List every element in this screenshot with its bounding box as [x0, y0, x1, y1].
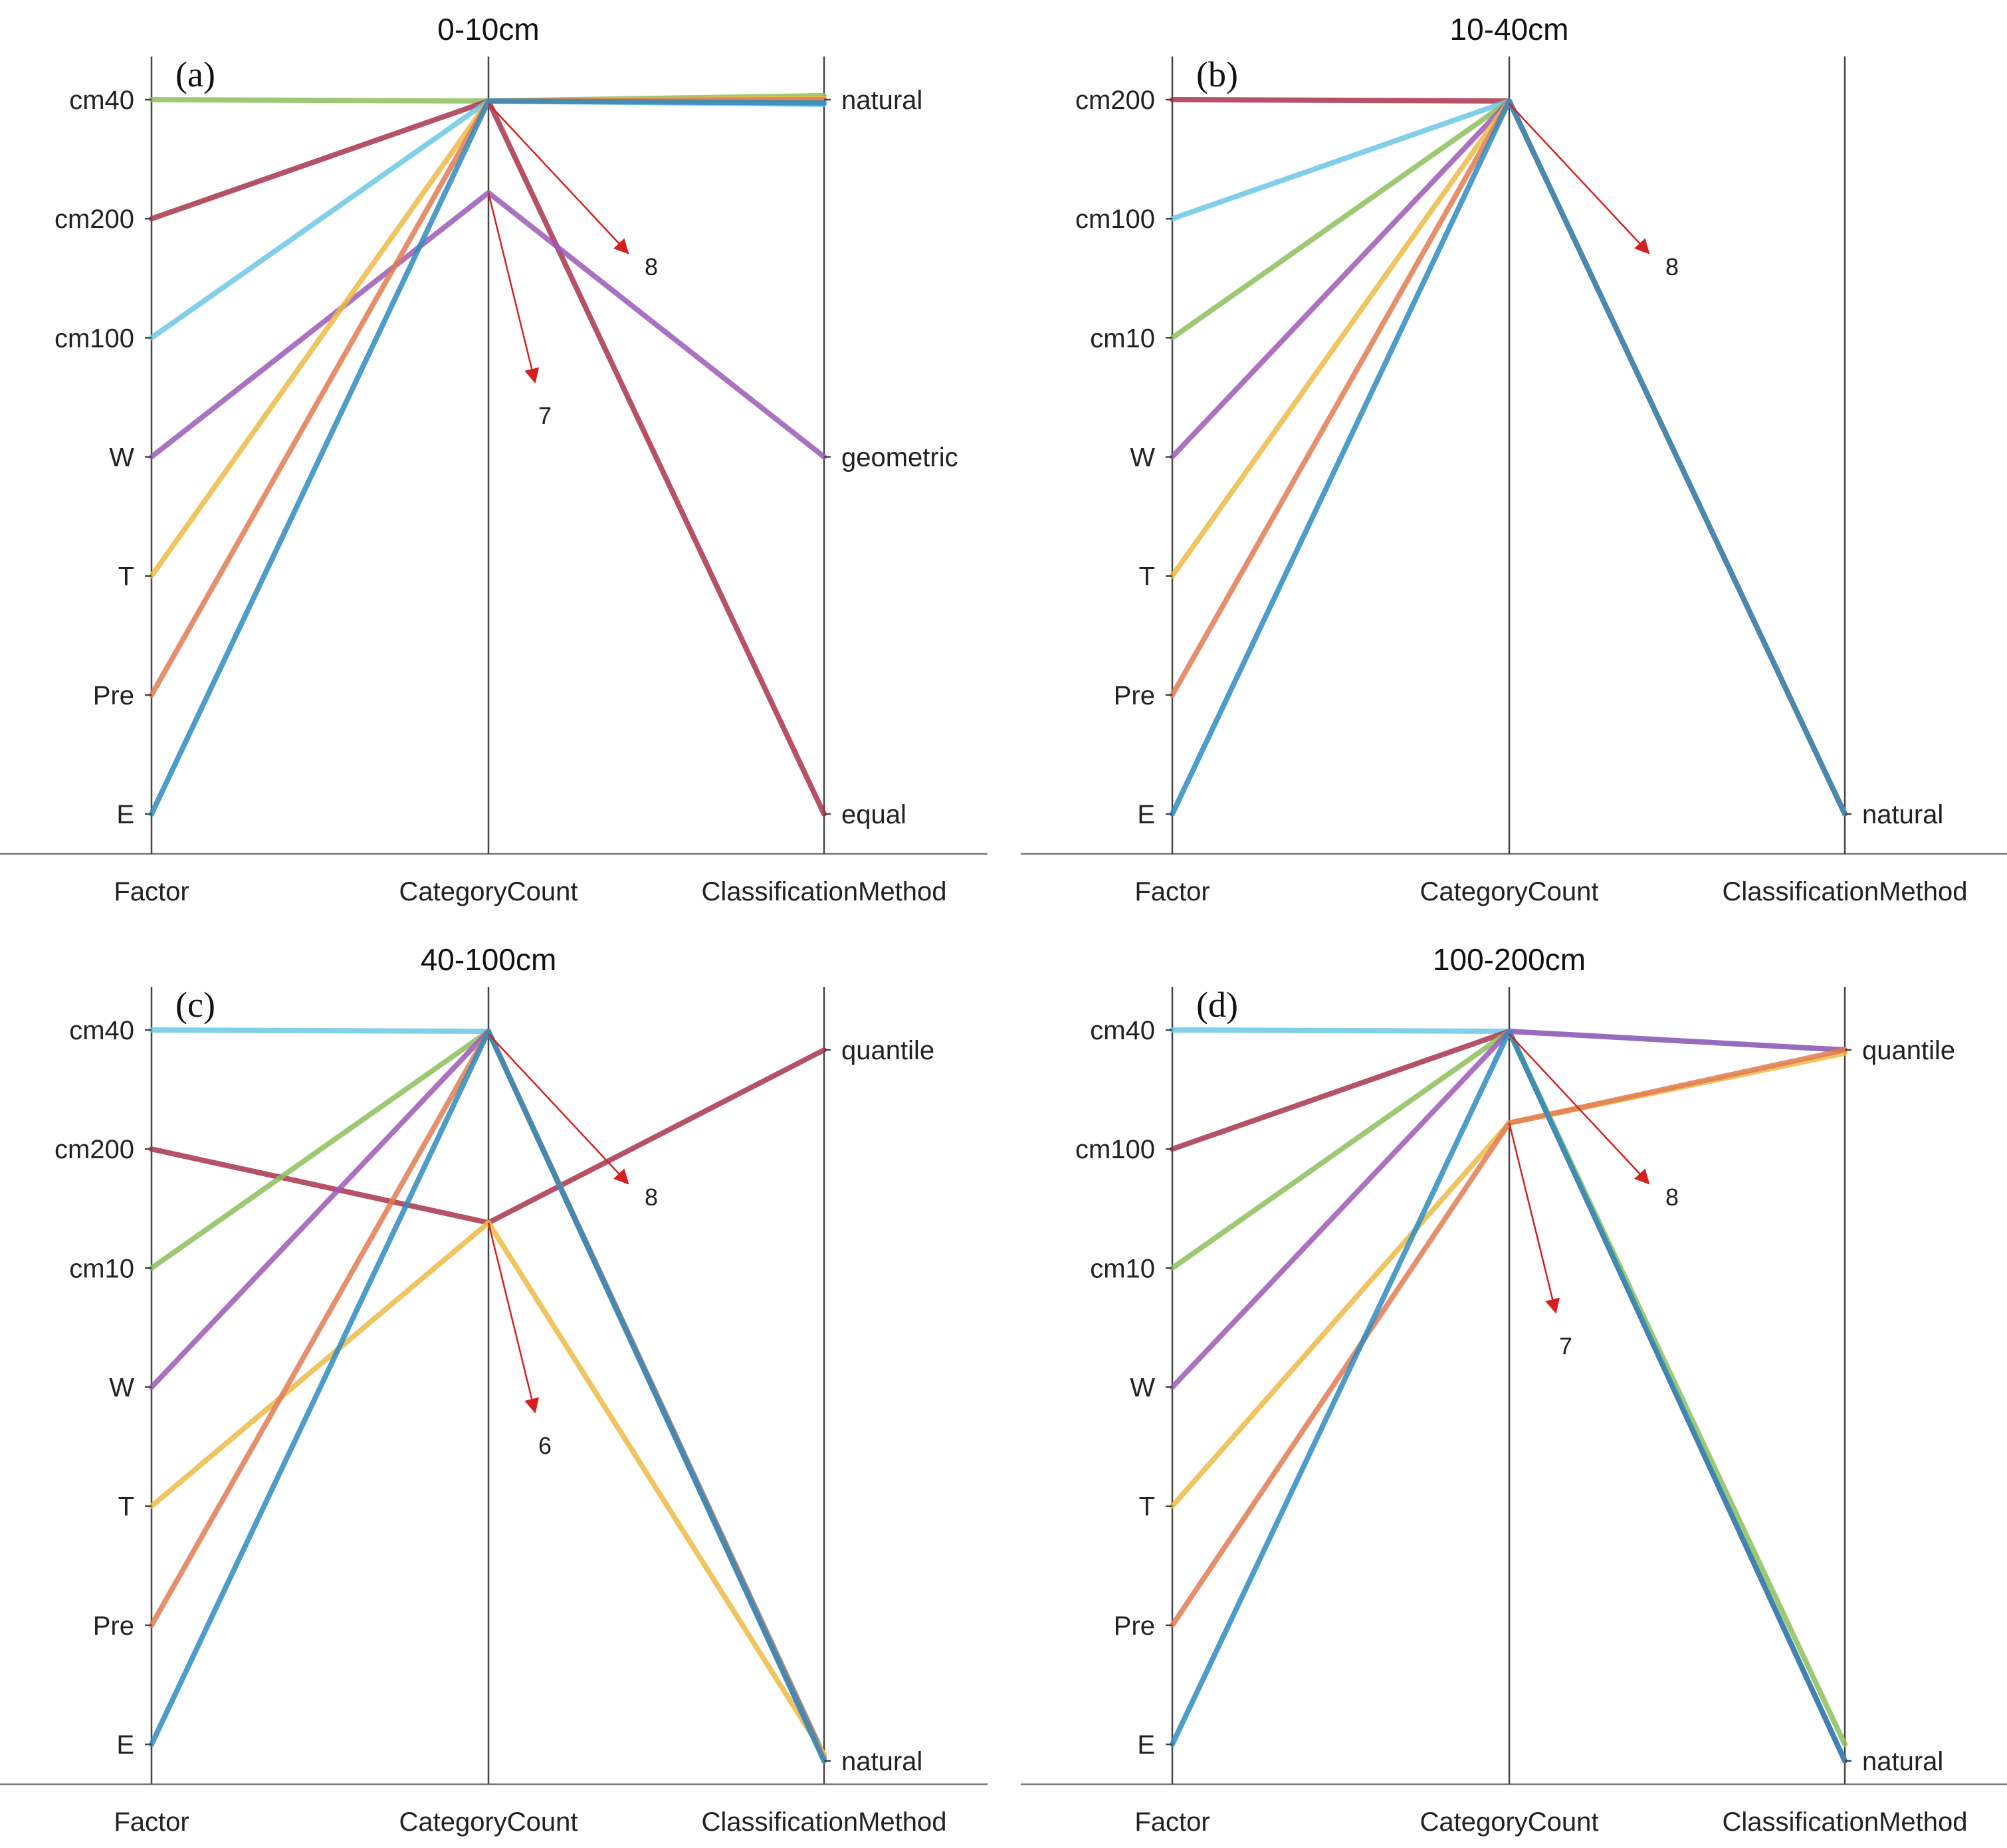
series-line-e: [149, 98, 827, 817]
factor-tick-label: cm40: [69, 86, 134, 115]
annotation-arrow: [487, 192, 540, 384]
factor-tick-label: T: [1139, 562, 1155, 591]
factor-tick-label: cm40: [1090, 1016, 1155, 1045]
method-tick-label: geometric: [841, 443, 958, 472]
factor-tick-label: cm40: [69, 1016, 134, 1045]
axis-name-factor: Factor: [1134, 877, 1210, 906]
annotation-arrow: [1508, 1122, 1560, 1314]
factor-tick-label: cm10: [69, 1254, 134, 1283]
annotation-label: 7: [1559, 1332, 1572, 1360]
factor-tick-label: cm100: [54, 324, 134, 353]
method-tick-label: natural: [1862, 1747, 1943, 1776]
panel-title: 0-10cm: [437, 12, 539, 47]
factor-tick-label: T: [118, 1492, 134, 1522]
annotation-label: 6: [538, 1432, 552, 1459]
panel-title: 10-40cm: [1450, 12, 1569, 47]
series-line-e: [149, 1029, 827, 1764]
factor-tick-label: W: [1130, 1374, 1155, 1403]
axis-name-classificationmethod: ClassificationMethod: [1722, 877, 1967, 906]
panel-b: cm200 cm100 cm10 W T Pre E natural Factor Categor…: [1021, 12, 2007, 906]
annotation-label: 7: [538, 402, 552, 429]
annotation-arrow: [488, 1033, 629, 1185]
factor-tick-label: cm200: [1075, 86, 1155, 115]
factor-tick-label: E: [1137, 800, 1155, 829]
axis-name-factor: Factor: [114, 877, 189, 906]
annotation-arrow: [1509, 103, 1650, 255]
axis-name-classificationmethod: ClassificationMethod: [1722, 1807, 1967, 1837]
factor-tick-label: Pre: [93, 1611, 134, 1641]
method-tick-label: quantile: [841, 1036, 934, 1065]
factor-tick-label: T: [1139, 1492, 1155, 1522]
factor-tick-label: W: [1130, 443, 1155, 472]
annotation-arrow: [1509, 1033, 1650, 1185]
factor-tick-label: T: [118, 562, 134, 591]
axis-name-classificationmethod: ClassificationMethod: [701, 1807, 946, 1837]
panel-label: (a): [175, 54, 215, 94]
annotation-arrow: [487, 1222, 540, 1414]
axis-name-categorycount: CategoryCount: [1420, 877, 1598, 906]
series-line-e: [1170, 98, 1848, 817]
factor-tick-label: W: [109, 1374, 134, 1403]
axis-name-factor: Factor: [114, 1807, 189, 1837]
panel-label: (b): [1196, 54, 1238, 94]
annotation-label: 8: [1665, 1183, 1679, 1211]
factor-tick-label: cm10: [1090, 1254, 1155, 1283]
factor-tick-label: Pre: [93, 681, 134, 710]
factor-tick-label: E: [1137, 1730, 1155, 1760]
factor-tick-label: W: [109, 443, 134, 472]
method-tick-label: quantile: [1862, 1036, 1955, 1065]
series-line-e: [1170, 1029, 1848, 1764]
factor-tick-label: E: [116, 800, 134, 829]
axis-name-categorycount: CategoryCount: [399, 877, 578, 906]
factor-tick-label: cm200: [54, 205, 134, 234]
method-tick-label: natural: [1862, 800, 1943, 829]
method-tick-label: natural: [841, 86, 922, 115]
factor-tick-label: Pre: [1114, 681, 1155, 710]
annotation-label: 8: [1665, 253, 1679, 280]
method-tick-label: equal: [841, 800, 906, 829]
panel-label: (c): [175, 985, 215, 1025]
factor-tick-label: cm10: [1090, 324, 1155, 353]
method-tick-label: natural: [841, 1747, 922, 1776]
panel-label: (d): [1196, 985, 1238, 1025]
panel-title: 40-100cm: [421, 942, 557, 977]
annotation-arrow: [488, 103, 629, 255]
factor-tick-label: Pre: [1114, 1611, 1155, 1641]
axis-name-categorycount: CategoryCount: [399, 1807, 578, 1837]
annotation-label: 8: [645, 1183, 658, 1211]
factor-tick-label: cm200: [54, 1135, 134, 1164]
annotation-label: 8: [645, 253, 658, 280]
factor-tick-label: cm100: [1075, 205, 1155, 234]
panel-title: 100-200cm: [1433, 942, 1586, 977]
axis-name-factor: Factor: [1134, 1807, 1210, 1837]
factor-tick-label: E: [116, 1730, 134, 1760]
factor-tick-label: cm100: [1075, 1135, 1155, 1164]
axis-name-classificationmethod: ClassificationMethod: [701, 877, 946, 906]
axis-name-categorycount: CategoryCount: [1420, 1807, 1598, 1837]
